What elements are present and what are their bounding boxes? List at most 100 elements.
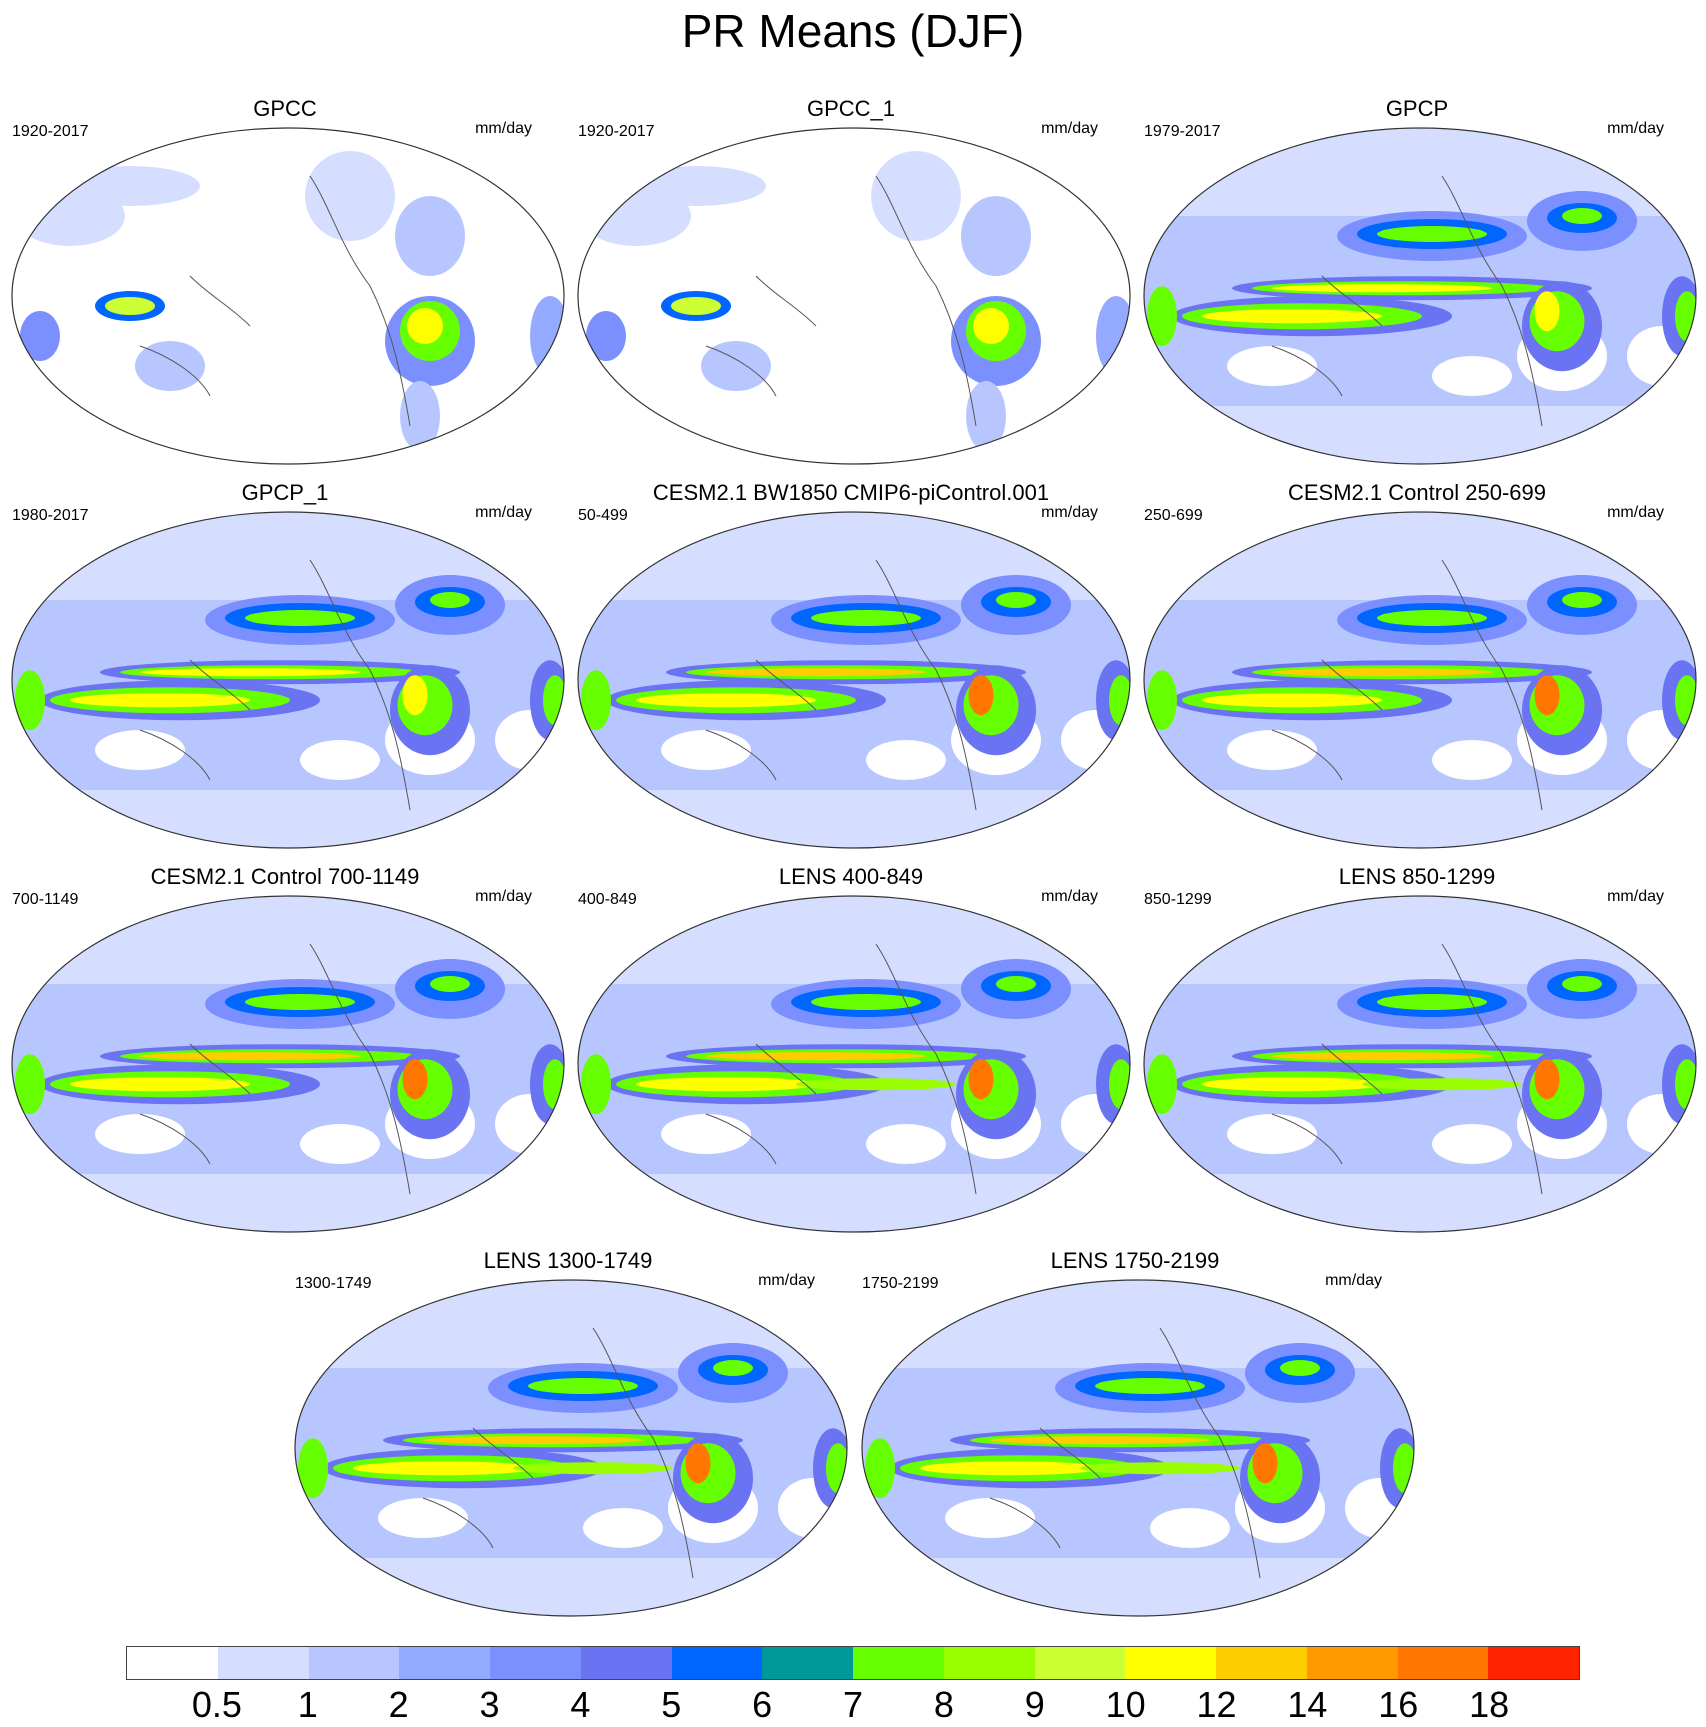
colorbar-swatch bbox=[1216, 1647, 1307, 1679]
precip-map bbox=[11, 895, 565, 1233]
panel-period: 700-1149 bbox=[12, 891, 79, 908]
colorbar-swatch bbox=[580, 1647, 672, 1679]
panel-units: mm/day bbox=[1041, 120, 1098, 137]
colorbar-tick-label: 1 bbox=[297, 1684, 318, 1725]
colorbar-swatch bbox=[1397, 1647, 1489, 1679]
panel-period: 1920-2017 bbox=[578, 123, 655, 140]
colorbar-tick-label: 3 bbox=[479, 1684, 500, 1725]
panel-title: CESM2.1 BW1850 CMIP6-piControl.001 bbox=[652, 480, 1050, 505]
map-panel: GPCC_1 1920-2017 mm/day bbox=[568, 96, 1134, 466]
colorbar-tick-label: 2 bbox=[388, 1684, 409, 1725]
map-panel: GPCP 1979-2017 mm/day bbox=[1134, 96, 1700, 466]
colorbar-swatch bbox=[853, 1647, 944, 1679]
colorbar-swatch bbox=[762, 1647, 853, 1679]
panel-units: mm/day bbox=[1607, 504, 1664, 521]
precip-map bbox=[1143, 127, 1697, 465]
panel-period: 1979-2017 bbox=[1144, 123, 1221, 140]
panel-period: 1980-2017 bbox=[12, 507, 89, 524]
colorbar-swatch bbox=[127, 1647, 218, 1679]
coastline bbox=[705, 559, 977, 811]
panel-units: mm/day bbox=[1607, 888, 1664, 905]
panel-units: mm/day bbox=[475, 504, 532, 521]
coastline bbox=[139, 559, 411, 811]
coastline bbox=[989, 1327, 1261, 1579]
panel-title: CESM2.1 Control 700-1149 bbox=[150, 864, 420, 889]
precip-map bbox=[861, 1279, 1415, 1617]
panel-units: mm/day bbox=[1607, 120, 1664, 137]
map-panel: LENS 1750-2199 1750-2199 mm/day bbox=[852, 1248, 1418, 1618]
colorbar-swatch bbox=[1306, 1647, 1398, 1679]
panel-period: 50-499 bbox=[578, 507, 628, 524]
colorbar-tick-label: 8 bbox=[933, 1684, 954, 1725]
colorbar-tick-label: 18 bbox=[1469, 1684, 1510, 1725]
panel-units: mm/day bbox=[1041, 888, 1098, 905]
colorbar-tick-label: 16 bbox=[1378, 1684, 1419, 1725]
panel-period: 400-849 bbox=[578, 891, 637, 908]
map-panel: CESM2.1 BW1850 CMIP6-piControl.001 50-499… bbox=[568, 480, 1134, 850]
colorbar-swatch bbox=[490, 1647, 581, 1679]
colorbar-tick-label: 10 bbox=[1105, 1684, 1146, 1725]
figure-title: PR Means (DJF) bbox=[681, 5, 1025, 57]
map-panel: GPCP_1 1980-2017 mm/day bbox=[2, 480, 568, 850]
colorbar-swatch bbox=[671, 1647, 763, 1679]
coastline bbox=[705, 943, 977, 1195]
colorbar-labels: 0.5 1 2 3 4 5 6 7 8 9 10 12 14 16 18 bbox=[0, 1684, 1706, 1725]
colorbar-tick-label: 7 bbox=[842, 1684, 864, 1725]
precip-map bbox=[1143, 511, 1697, 849]
colorbar-tick-label: 4 bbox=[570, 1684, 591, 1725]
precip-map bbox=[577, 895, 1131, 1233]
precip-map bbox=[11, 127, 565, 465]
map-panel: CESM2.1 Control 700-1149 700-1149 mm/day bbox=[2, 864, 568, 1234]
panel-period: 1920-2017 bbox=[12, 123, 89, 140]
colorbar-swatch bbox=[943, 1647, 1035, 1679]
precip-map bbox=[577, 511, 1131, 849]
coastline bbox=[139, 943, 411, 1195]
colorbar-tick-label: 14 bbox=[1287, 1684, 1328, 1725]
precip-map bbox=[11, 511, 565, 849]
panel-title: CESM2.1 Control 250-699 bbox=[1287, 480, 1547, 505]
colorbar-swatch bbox=[308, 1647, 400, 1679]
colorbar-tick-label: 12 bbox=[1196, 1684, 1237, 1725]
panel-title: LENS 400-849 bbox=[778, 864, 924, 889]
panel-units: mm/day bbox=[475, 120, 532, 137]
colorbar-swatch bbox=[217, 1647, 309, 1679]
colorbar-tick-label: 0.5 bbox=[191, 1684, 242, 1725]
colorbar-swatch bbox=[399, 1647, 490, 1679]
map-panel: CESM2.1 Control 250-699 250-699 mm/day bbox=[1134, 480, 1700, 850]
panel-title: GPCP_1 bbox=[241, 480, 329, 505]
coastline bbox=[1271, 175, 1543, 427]
coastline bbox=[422, 1327, 694, 1579]
panel-title: LENS 1750-2199 bbox=[1050, 1248, 1220, 1273]
map-panel: LENS 400-849 400-849 mm/day bbox=[568, 864, 1134, 1234]
panel-title: GPCC_1 bbox=[806, 96, 896, 121]
precip-map bbox=[577, 127, 1131, 465]
panel-title: LENS 850-1299 bbox=[1338, 864, 1496, 889]
map-panel: LENS 850-1299 850-1299 mm/day bbox=[1134, 864, 1700, 1234]
panel-units: mm/day bbox=[1041, 504, 1098, 521]
panel-period: 850-1299 bbox=[1144, 891, 1212, 908]
panel-period: 1750-2199 bbox=[862, 1275, 939, 1292]
colorbar-tick-label: 9 bbox=[1024, 1684, 1045, 1725]
colorbar-swatch bbox=[1488, 1647, 1579, 1679]
panel-period: 1300-1749 bbox=[295, 1275, 372, 1292]
colorbar-tick-label: 6 bbox=[752, 1684, 773, 1725]
map-panel: GPCC 1920-2017 mm/day bbox=[2, 96, 568, 466]
coastline bbox=[1271, 943, 1543, 1195]
coastline bbox=[705, 175, 977, 427]
panel-period: 250-699 bbox=[1144, 507, 1203, 524]
panel-title: GPCP bbox=[1385, 96, 1449, 121]
colorbar-swatch bbox=[1034, 1647, 1126, 1679]
panel-title: GPCC bbox=[253, 96, 317, 121]
panel-title: LENS 1300-1749 bbox=[483, 1248, 653, 1273]
colorbar bbox=[126, 1646, 1580, 1680]
colorbar-swatch bbox=[1125, 1647, 1216, 1679]
precip-map bbox=[1143, 895, 1697, 1233]
precip-map bbox=[294, 1279, 848, 1617]
coastline bbox=[139, 175, 411, 427]
panel-units: mm/day bbox=[1325, 1272, 1382, 1289]
colorbar-tick-label: 5 bbox=[661, 1684, 682, 1725]
panel-units: mm/day bbox=[758, 1272, 815, 1289]
coastline bbox=[1271, 559, 1543, 811]
map-panel: LENS 1300-1749 1300-1749 mm/day bbox=[285, 1248, 851, 1618]
panel-units: mm/day bbox=[475, 888, 532, 905]
